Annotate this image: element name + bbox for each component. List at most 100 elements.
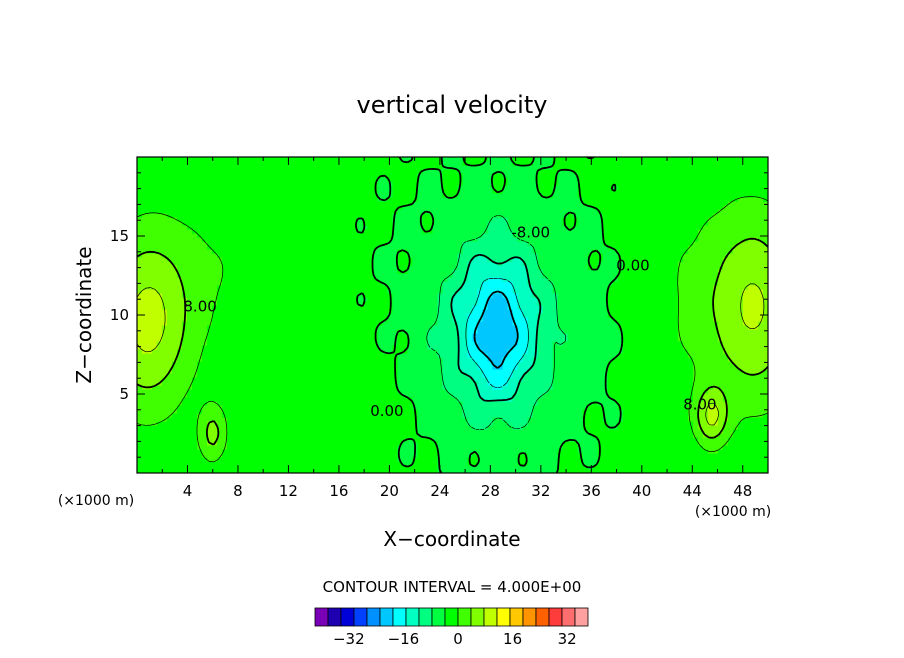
field-cell [172,257,178,262]
field-cell [437,337,444,342]
field-cell [227,265,233,270]
field-cell [317,349,323,354]
field-cell [347,157,353,162]
field-cell [322,321,328,326]
field-cell [412,285,419,290]
field-cell [247,309,253,314]
field-cell [162,289,168,294]
field-cell [242,273,248,278]
field-cell [292,229,298,234]
field-cell [267,281,273,286]
field-cell [382,157,388,162]
field-cell [267,289,273,294]
field-cell [312,377,318,382]
field-cell [197,469,203,473]
field-cell [427,401,434,406]
field-cell [182,233,188,238]
field-cell [312,349,318,354]
field-cell [427,373,434,378]
field-cell [347,357,353,362]
field-cell [282,461,288,466]
field-cell [292,313,298,318]
field-cell [137,373,143,378]
field-cell [287,329,293,334]
field-cell [317,469,323,473]
field-cell [447,365,454,370]
field-cell [222,465,228,470]
field-cell [432,177,439,182]
field-cell [322,337,328,342]
field-cell [317,413,323,418]
field-cell [287,453,293,458]
field-cell [292,377,298,382]
field-cell [157,253,163,258]
field-cell [222,469,228,473]
field-cell [322,401,328,406]
contour-fill-layer [137,157,768,473]
field-cell [212,273,218,278]
field-cell [337,225,343,230]
field-cell [232,381,238,386]
field-cell [197,305,203,310]
field-cell [212,461,218,466]
field-cell [387,337,394,342]
field-cell [322,193,328,198]
field-cell [337,241,343,246]
field-cell [142,253,148,258]
field-cell [182,445,188,450]
field-cell [432,245,439,250]
field-cell [367,329,373,334]
field-cell [342,261,348,266]
field-cell [297,249,303,254]
field-cell [292,433,298,438]
field-cell [422,365,429,370]
field-cell [387,421,394,426]
field-cell [222,245,228,250]
field-cell [302,265,308,270]
field-cell [137,433,143,438]
field-cell [297,221,303,226]
field-cell [422,277,429,282]
field-cell [252,201,258,206]
field-cell [197,225,203,230]
field-cell [262,345,268,350]
field-cell [422,389,429,394]
field-cell [392,449,399,454]
field-cell [447,181,454,186]
field-cell [167,425,173,430]
field-cell [372,285,378,290]
field-cell [177,217,183,222]
field-cell [332,189,338,194]
field-cell [352,393,358,398]
field-cell [187,253,193,258]
field-cell [417,181,424,186]
field-cell [422,289,429,294]
field-cell [427,205,434,210]
field-cell [387,221,394,226]
field-cell [327,277,333,282]
field-cell [282,385,288,390]
field-cell [222,261,228,266]
field-cell [377,233,383,238]
field-cell [382,221,388,226]
field-cell [187,233,193,238]
field-cell [222,457,228,462]
field-cell [207,273,213,278]
field-cell [422,449,429,454]
field-cell [262,225,268,230]
field-cell [432,285,439,290]
field-cell [167,173,173,178]
field-cell [142,465,148,470]
field-cell [167,229,173,234]
field-cell [282,177,288,182]
field-cell [342,461,348,466]
field-cell [362,201,368,206]
field-cell [327,381,333,386]
field-cell [167,201,173,206]
field-cell [372,345,378,350]
field-cell [307,461,313,466]
field-cell [322,201,328,206]
field-cell [292,453,298,458]
field-cell [182,417,188,422]
field-cell [242,257,248,262]
